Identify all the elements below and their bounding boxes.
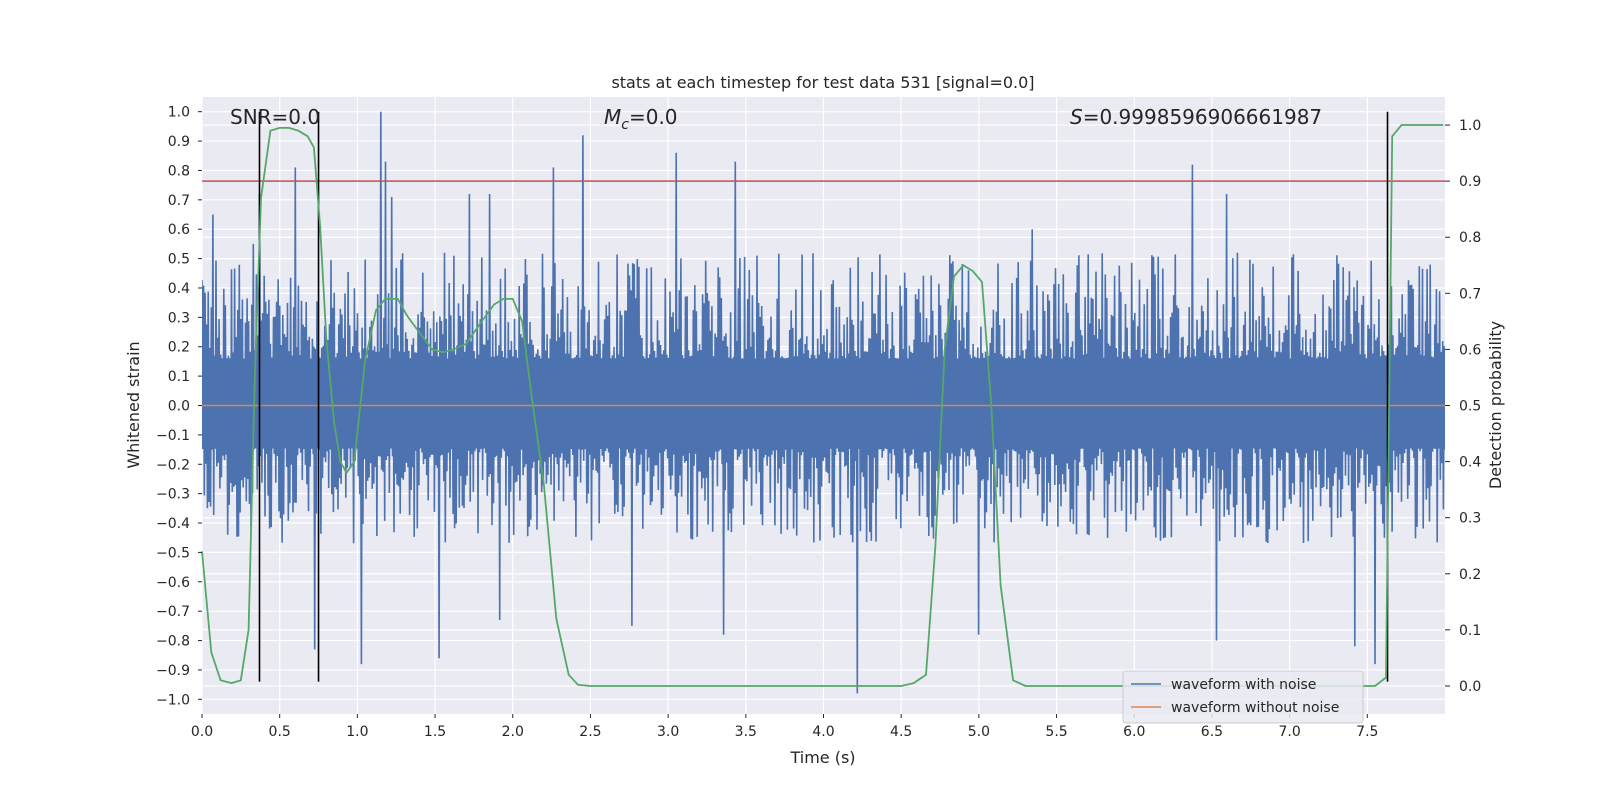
x-tick-label: 2.0 <box>502 724 524 740</box>
y-tick-label: 0.2 <box>168 340 190 356</box>
y-tick-label: 0.8 <box>168 163 190 179</box>
score-symbol: S <box>1070 105 1083 129</box>
y-tick-label: 0.3 <box>168 310 190 326</box>
x-tick-label: 6.0 <box>1123 724 1145 740</box>
right-tick-label: 0.5 <box>1459 399 1481 415</box>
score-value: =0.9998596906661987 <box>1083 105 1322 129</box>
y-tick-label: −0.3 <box>156 487 190 503</box>
y-tick-label: 1.0 <box>168 105 190 121</box>
noise-waveform <box>202 111 1445 694</box>
x-tick-label: 6.5 <box>1201 724 1223 740</box>
x-tick-label: 5.0 <box>968 724 990 740</box>
x-tick-label: 1.5 <box>424 724 446 740</box>
chirp-mass-annotation: Mc=0.0 <box>604 105 678 133</box>
x-tick-label: 1.0 <box>346 724 368 740</box>
y-tick-label: 0.1 <box>168 369 190 385</box>
y-tick-label: 0.7 <box>168 193 190 209</box>
y-axis-label: Whitened strain <box>124 341 143 468</box>
right-tick-label: 0.2 <box>1459 567 1481 583</box>
chirp-mass-value: =0.0 <box>629 105 678 129</box>
right-tick-label: 0.7 <box>1459 286 1481 302</box>
y-tick-label: −0.1 <box>156 428 190 444</box>
right-tick-label: 1.0 <box>1459 118 1481 134</box>
score-annotation: S=0.9998596906661987 <box>1070 105 1322 129</box>
y-tick-label: −1.0 <box>156 692 190 708</box>
right-tick-label: 0.8 <box>1459 230 1481 246</box>
x-tick-label: 7.5 <box>1356 724 1378 740</box>
x-tick-label: 3.5 <box>735 724 757 740</box>
noise-waveform-line <box>202 111 1445 694</box>
x-axis-ticks: 0.0 0.5 1.0 1.5 2.0 2.5 3.0 3.5 4.0 4.5 5.0 5.5 6.0 6… <box>191 714 1378 740</box>
legend-label-clean: waveform without noise <box>1171 700 1339 716</box>
x-tick-label: 3.0 <box>657 724 679 740</box>
right-tick-label: 0.4 <box>1459 455 1481 471</box>
x-tick-label: 4.5 <box>890 724 912 740</box>
probability <box>201 124 1444 687</box>
x-tick-label: 4.0 <box>812 724 834 740</box>
legend-box <box>1122 670 1364 724</box>
x-axis-label: Time (s) <box>789 748 855 767</box>
x-tick-label: 0.0 <box>191 724 213 740</box>
x-tick-label: 0.5 <box>269 724 291 740</box>
y-tick-label: 0.5 <box>168 252 190 268</box>
legend: waveform with noise waveform without noi… <box>1122 670 1364 724</box>
y-tick-label: −0.9 <box>156 663 190 679</box>
y-axis-ticks: 1.0 0.9 0.8 0.7 0.6 0.5 0.4 0.3 0.2 0.1 0.0 −0.1 −0.… <box>156 105 202 708</box>
y-tick-label: 0.9 <box>168 134 190 150</box>
y-tick-label: −0.8 <box>156 634 190 650</box>
y-tick-label: −0.6 <box>156 575 190 591</box>
chirp-mass-symbol: M <box>604 105 621 129</box>
y-axis-right-label: Detection probability <box>1486 321 1505 489</box>
y-tick-label: −0.4 <box>156 516 190 532</box>
snr-annotation: SNR=0.0 <box>230 105 320 129</box>
x-tick-label: 2.5 <box>579 724 601 740</box>
y-tick-label: −0.5 <box>156 545 190 561</box>
right-tick-label: 0.1 <box>1459 623 1481 639</box>
y-tick-label: −0.7 <box>156 604 190 620</box>
y-tick-label: −0.2 <box>156 457 190 473</box>
chart-title: stats at each timestep for test data 531… <box>611 73 1034 92</box>
right-tick-label: 0.6 <box>1459 342 1481 358</box>
x-tick-label: 5.5 <box>1045 724 1067 740</box>
y-tick-label: 0.0 <box>168 399 190 415</box>
right-tick-label: 0.3 <box>1459 511 1481 527</box>
right-tick-label: 0.0 <box>1459 679 1481 695</box>
y-tick-label: 0.4 <box>168 281 190 297</box>
x-tick-label: 7.0 <box>1278 724 1300 740</box>
y-axis-right-ticks: 1.0 0.9 0.8 0.7 0.6 0.5 0.4 0.3 0.2 0.1 0.0 <box>1445 118 1481 695</box>
right-tick-label: 0.9 <box>1459 174 1481 190</box>
legend-label-noise: waveform with noise <box>1171 677 1316 693</box>
probability-line <box>201 124 1444 687</box>
y-tick-label: 0.6 <box>168 222 190 238</box>
chirp-mass-subscript: c <box>621 117 629 133</box>
